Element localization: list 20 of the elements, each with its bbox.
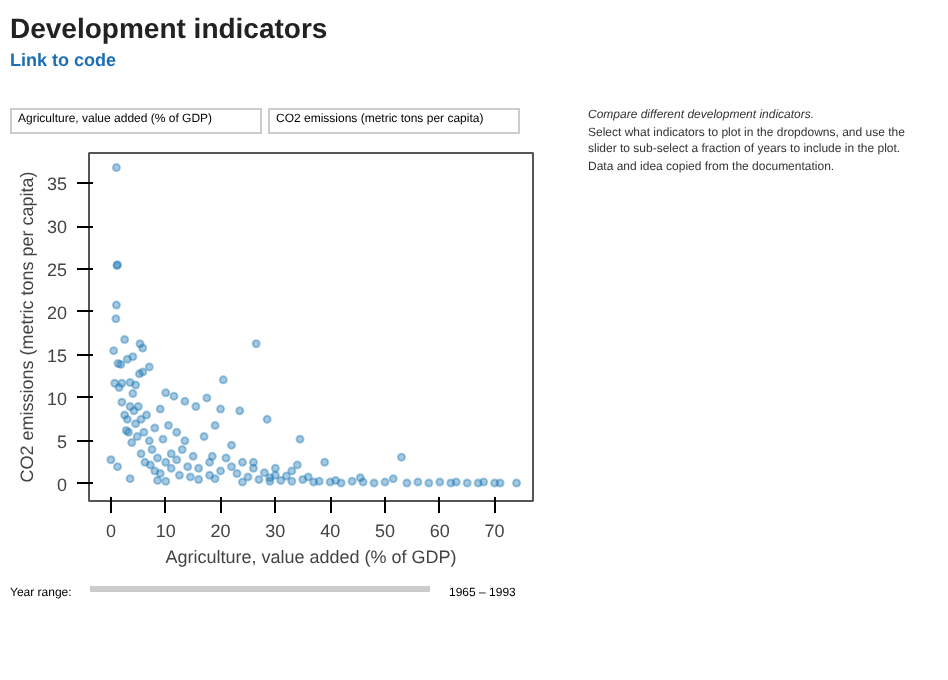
y-tick-label: 35: [46, 174, 68, 195]
y-tick-label: 20: [46, 302, 68, 323]
chart-title: Development indicators: [10, 12, 328, 44]
x-tick-label: 60: [429, 521, 450, 541]
y-tick-label: 5: [56, 431, 68, 452]
chart-subtitle: Link to code: [10, 50, 117, 70]
y-tick-label: 10: [46, 388, 68, 409]
x-tick-label: 40: [320, 521, 341, 541]
x-tick-label: 50: [374, 521, 396, 541]
y-tick-label: 25: [46, 260, 68, 280]
x-tick-label: 10: [155, 521, 176, 541]
y-axis-title: CO2 emissions (metric tons per capita): [16, 171, 37, 483]
x-tick-label: 0: [105, 521, 116, 541]
y-tick-label: 0: [56, 474, 68, 495]
x-tick-label: 30: [265, 521, 286, 541]
x-axis-title: Agriculture, value added (% of GDP): [165, 547, 457, 567]
x-tick-label: 70: [484, 521, 505, 541]
x-tick-label: 20: [210, 521, 231, 541]
y-tick-label: 15: [46, 345, 68, 366]
y-tick-label: 30: [46, 217, 68, 238]
